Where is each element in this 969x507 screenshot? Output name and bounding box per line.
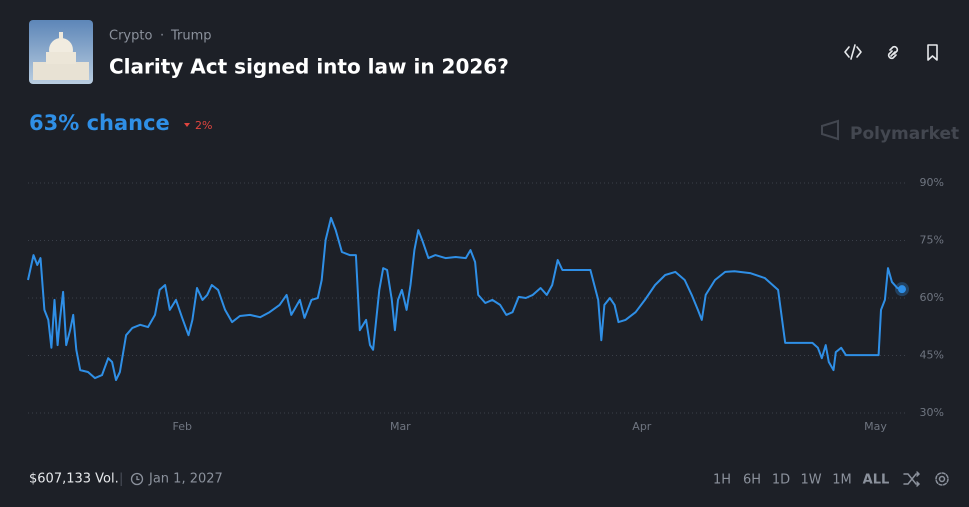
range-button[interactable]: 1H [713, 473, 731, 488]
category: Crypto [109, 29, 152, 44]
current-point [898, 285, 906, 294]
brand: Polymarket [850, 124, 959, 144]
tag: Trump [170, 29, 212, 44]
x-tick-label: May [864, 420, 887, 433]
range-button[interactable]: 1W [800, 473, 821, 488]
end-date: Jan 1, 2027 [148, 472, 223, 487]
settings-icon[interactable] [935, 472, 949, 486]
separator: · [160, 29, 164, 44]
x-tick-label: Mar [390, 420, 411, 433]
range-selector: 1H 6H 1D 1W 1M ALL [713, 473, 889, 488]
watermark: Polymarket [821, 119, 959, 144]
y-tick-label: 60% [920, 291, 944, 304]
change: 2% [195, 119, 212, 132]
market-title: Clarity Act signed into law in 2026? [109, 55, 509, 79]
x-tick-label: Apr [632, 420, 652, 433]
range-button[interactable]: 6H [743, 473, 761, 488]
chart: 90% 75% 60% 45% 30% Feb Mar Apr May [27, 176, 944, 433]
y-tick-label: 45% [920, 349, 944, 362]
thumbnail [29, 20, 93, 84]
bookmark-icon[interactable] [927, 44, 938, 61]
clock-icon [130, 472, 144, 486]
volume: $607,133 Vol. [29, 472, 119, 487]
embed-icon[interactable] [844, 44, 862, 60]
range-button[interactable]: ALL [863, 473, 890, 488]
range-button[interactable]: 1D [772, 473, 790, 488]
chance: 63% chance [29, 111, 170, 135]
y-tick-label: 30% [920, 406, 944, 419]
link-icon[interactable] [887, 45, 899, 60]
divider: | [119, 472, 123, 487]
x-tick-label: Feb [172, 420, 191, 433]
y-tick-label: 90% [920, 176, 944, 189]
range-button[interactable]: 1M [832, 473, 852, 488]
shuffle-icon[interactable] [903, 471, 921, 487]
change-arrow [184, 123, 190, 127]
y-tick-label: 75% [920, 234, 944, 247]
price-line [27, 216, 903, 381]
